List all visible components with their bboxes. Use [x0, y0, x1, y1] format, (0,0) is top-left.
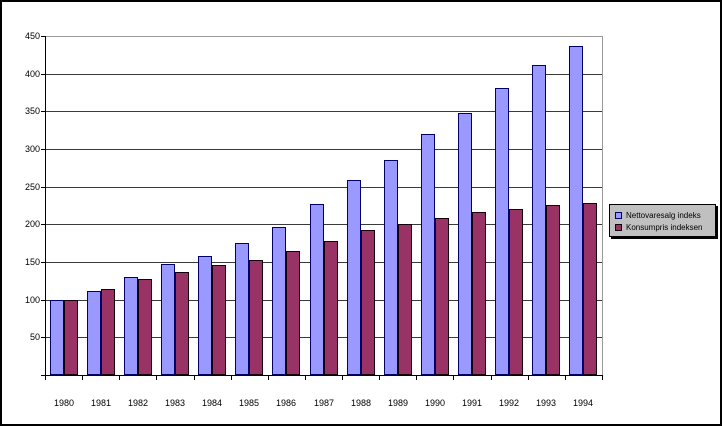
x-axis-line	[45, 375, 603, 376]
x-axis-label-1994: 1994	[572, 398, 594, 408]
bar-nettovaresalg-1988	[347, 180, 361, 375]
plot-border-right	[602, 36, 603, 375]
bar-konsumpris-1992	[509, 209, 523, 375]
legend-item: Nettovaresalg indeks	[615, 209, 710, 221]
y-axis-label-300: 300	[24, 144, 40, 154]
x-tick-13	[528, 376, 529, 380]
x-tick-6	[268, 376, 269, 380]
y-tick-450	[41, 36, 45, 37]
x-axis-label-1990: 1990	[424, 398, 446, 408]
x-axis-label-1981: 1981	[90, 398, 112, 408]
x-tick-0	[45, 376, 46, 380]
x-tick-1	[82, 376, 83, 380]
bar-konsumpris-1983	[175, 272, 189, 375]
bar-konsumpris-1982	[138, 279, 152, 375]
plot-border-top	[45, 36, 602, 37]
gridline-400	[45, 74, 602, 75]
x-tick-2	[119, 376, 120, 380]
bar-konsumpris-1980	[64, 300, 78, 375]
x-tick-11	[453, 376, 454, 380]
y-axis-label-350: 350	[24, 106, 40, 116]
legend-marker-icon	[615, 223, 622, 231]
y-axis-label-150: 150	[24, 257, 40, 267]
y-axis-label-50: 50	[29, 332, 40, 342]
x-axis-label-1991: 1991	[461, 398, 483, 408]
x-axis-label-1985: 1985	[238, 398, 260, 408]
x-tick-15	[602, 376, 603, 380]
bar-nettovaresalg-1982	[124, 277, 138, 375]
y-tick-100	[41, 300, 45, 301]
y-tick-250	[41, 187, 45, 188]
bar-nettovaresalg-1980	[50, 300, 64, 375]
legend-label: Konsumpris indeksen	[626, 222, 703, 232]
bar-konsumpris-1989	[398, 224, 412, 375]
y-axis-line	[45, 36, 46, 376]
bar-nettovaresalg-1993	[532, 65, 546, 375]
gridline-250	[45, 187, 602, 188]
bar-konsumpris-1986	[286, 251, 300, 375]
bar-konsumpris-1987	[324, 241, 338, 375]
x-tick-7	[305, 376, 306, 380]
y-tick-0	[41, 375, 45, 376]
bar-nettovaresalg-1994	[569, 46, 583, 375]
bar-konsumpris-1984	[212, 265, 226, 375]
y-axis-label-250: 250	[24, 182, 40, 192]
bar-konsumpris-1990	[435, 218, 449, 375]
y-tick-350	[41, 111, 45, 112]
x-tick-3	[156, 376, 157, 380]
x-tick-4	[194, 376, 195, 380]
legend-label: Nettovaresalg indeks	[626, 210, 701, 220]
x-tick-8	[342, 376, 343, 380]
y-tick-150	[41, 262, 45, 263]
bar-nettovaresalg-1986	[272, 227, 286, 375]
x-axis-label-1982: 1982	[127, 398, 149, 408]
y-tick-400	[41, 74, 45, 75]
y-tick-300	[41, 149, 45, 150]
x-tick-5	[231, 376, 232, 380]
bar-konsumpris-1985	[249, 260, 263, 375]
x-axis-label-1983: 1983	[164, 398, 186, 408]
gridline-350	[45, 111, 602, 112]
bar-konsumpris-1988	[361, 230, 375, 375]
bar-nettovaresalg-1987	[310, 204, 324, 375]
x-axis-label-1984: 1984	[201, 398, 223, 408]
bar-nettovaresalg-1985	[235, 243, 249, 375]
x-axis-label-1992: 1992	[498, 398, 520, 408]
bar-nettovaresalg-1984	[198, 256, 212, 375]
bar-nettovaresalg-1989	[384, 160, 398, 375]
y-tick-200	[41, 224, 45, 225]
bar-konsumpris-1993	[546, 205, 560, 375]
x-axis-label-1980: 1980	[53, 398, 75, 408]
x-axis-label-1987: 1987	[313, 398, 335, 408]
x-tick-14	[565, 376, 566, 380]
bar-nettovaresalg-1990	[421, 134, 435, 375]
x-axis-label-1986: 1986	[275, 398, 297, 408]
y-axis-label-450: 450	[24, 31, 40, 41]
bar-konsumpris-1981	[101, 289, 115, 375]
y-axis-label-400: 400	[24, 69, 40, 79]
x-axis-label-1988: 1988	[350, 398, 372, 408]
y-axis-label-100: 100	[24, 295, 40, 305]
bar-nettovaresalg-1983	[161, 264, 175, 375]
legend-marker-icon	[615, 211, 622, 219]
x-axis-label-1989: 1989	[387, 398, 409, 408]
gridline-300	[45, 149, 602, 150]
y-tick-50	[41, 337, 45, 338]
bar-nettovaresalg-1992	[495, 88, 509, 375]
legend-item: Konsumpris indeksen	[615, 221, 710, 233]
x-tick-9	[379, 376, 380, 380]
x-tick-10	[416, 376, 417, 380]
y-axis-label-200: 200	[24, 219, 40, 229]
bar-konsumpris-1994	[583, 203, 597, 375]
legend: Nettovaresalg indeks Konsumpris indeksen	[609, 204, 716, 237]
bar-nettovaresalg-1981	[87, 291, 101, 375]
x-axis-label-1993: 1993	[535, 398, 557, 408]
bar-nettovaresalg-1991	[458, 113, 472, 375]
bar-konsumpris-1991	[472, 212, 486, 375]
x-tick-12	[491, 376, 492, 380]
